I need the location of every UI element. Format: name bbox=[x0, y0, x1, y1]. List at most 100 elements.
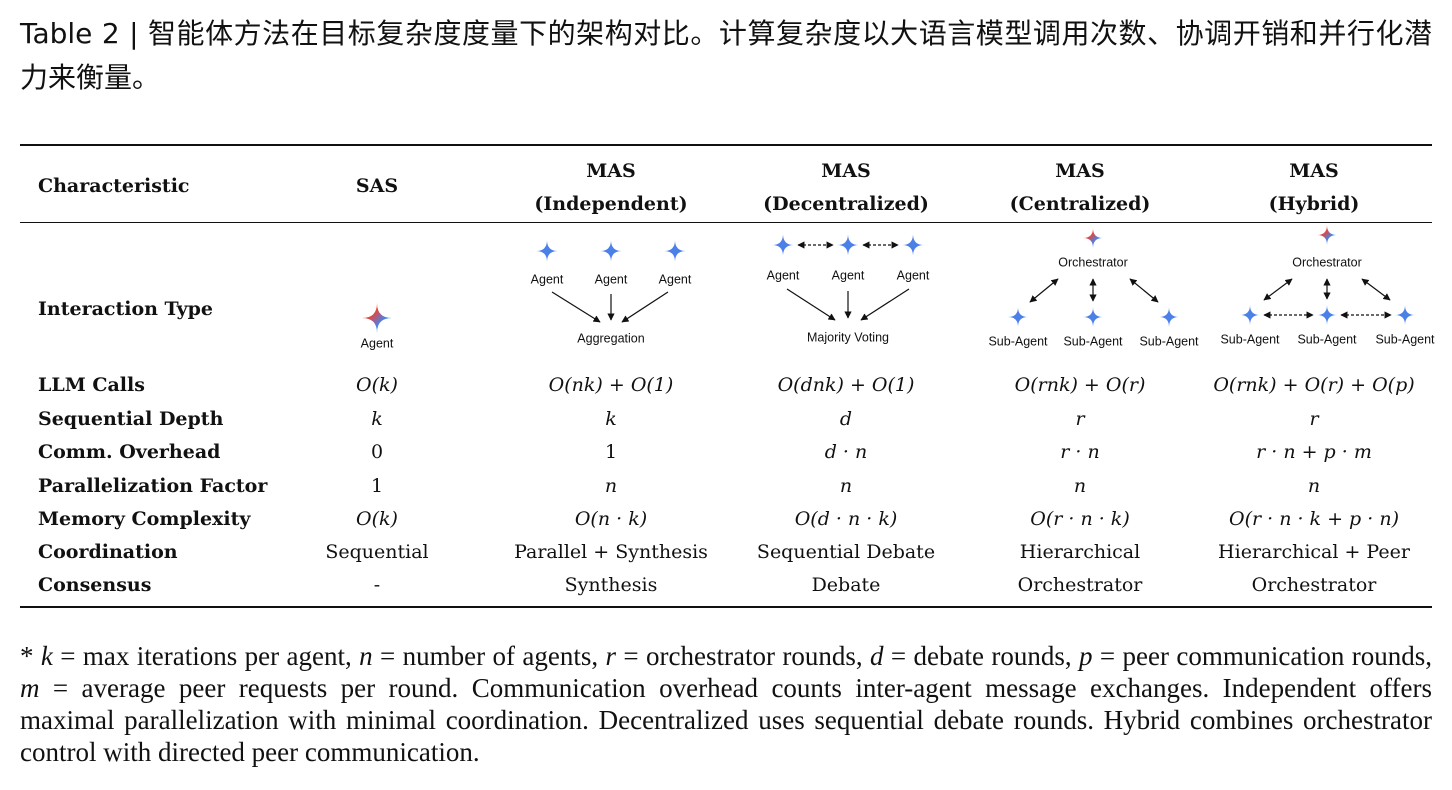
diagram-label: Agent bbox=[361, 336, 394, 350]
agent-icon bbox=[1159, 307, 1179, 327]
agent-icon bbox=[1395, 305, 1415, 325]
footnote: * k = max iterations per agent, n = numb… bbox=[20, 640, 1432, 768]
arrow bbox=[1361, 278, 1391, 301]
header-cell: MAS bbox=[821, 160, 871, 182]
arrow bbox=[621, 291, 669, 323]
table-cell: - bbox=[373, 574, 381, 596]
agent-icon bbox=[1240, 305, 1260, 325]
table-cell: O(d · n · k) bbox=[794, 508, 898, 530]
agent-icon bbox=[664, 240, 686, 262]
row-label: Memory Complexity bbox=[38, 508, 251, 530]
table-cell: d · n bbox=[824, 441, 868, 463]
table-cell: 1 bbox=[604, 441, 618, 463]
agent-icon bbox=[1317, 305, 1337, 325]
table-cell: O(rnk) + O(r) bbox=[1014, 374, 1146, 396]
row-label: Sequential Depth bbox=[38, 408, 224, 430]
footnote-text: k bbox=[40, 641, 53, 671]
arrow bbox=[860, 288, 910, 321]
diagram-label: Sub-Agent bbox=[1375, 332, 1435, 346]
arrow bbox=[1263, 278, 1293, 301]
table-cell: Parallel + Synthesis bbox=[514, 541, 708, 563]
caption: Table 2 | 智能体方法在目标复杂度度量下的架构对比。计算复杂度以大语言模… bbox=[20, 17, 1432, 94]
diagram-label: Orchestrator bbox=[1292, 255, 1361, 269]
header-cell: MAS bbox=[1289, 160, 1339, 182]
agent-icon bbox=[536, 240, 558, 262]
agent-icon bbox=[600, 240, 622, 262]
agent-icon bbox=[902, 234, 924, 256]
table-cell: Debate bbox=[811, 574, 881, 596]
footnote-text: = peer communication rounds, bbox=[1092, 641, 1432, 671]
table-cell: Hierarchical + Peer bbox=[1218, 541, 1410, 563]
agent-icon bbox=[837, 234, 859, 256]
table-cell: Hierarchical bbox=[1019, 541, 1141, 563]
diagram-label: Sub-Agent bbox=[1139, 334, 1199, 348]
table-cell: O(dnk) + O(1) bbox=[777, 374, 915, 396]
diagram-label: Sub-Agent bbox=[1297, 332, 1357, 346]
table-cell: O(k) bbox=[356, 374, 398, 396]
diagram-label: Agent bbox=[531, 272, 564, 286]
row-label: Interaction Type bbox=[38, 298, 214, 320]
table-cell: Sequential bbox=[325, 541, 429, 563]
footnote-text: n bbox=[359, 641, 373, 671]
table-cell: Orchestrator bbox=[1017, 574, 1143, 596]
table-cell: O(r · n · k + p · n) bbox=[1229, 508, 1399, 530]
diagram-label: Agent bbox=[832, 268, 865, 282]
arrow bbox=[551, 291, 601, 323]
bottom-rule bbox=[20, 606, 1432, 608]
table-cell: r bbox=[1075, 408, 1085, 430]
table-cell: n bbox=[1073, 475, 1087, 497]
table-cell: r · n + p · m bbox=[1256, 441, 1372, 463]
table-cell: n bbox=[604, 475, 618, 497]
top-rule bbox=[20, 144, 1432, 146]
header-cell: Characteristic bbox=[38, 175, 190, 197]
table-cell: O(rnk) + O(r) + O(p) bbox=[1213, 374, 1415, 396]
arrow bbox=[1029, 278, 1059, 303]
table-cell: k bbox=[371, 408, 383, 430]
footnote-text: r bbox=[605, 641, 617, 671]
diagram-label: Agent bbox=[595, 272, 628, 286]
footnote-text: m bbox=[20, 673, 40, 703]
footnote-text: p bbox=[1079, 641, 1093, 671]
footnote-text: = number of agents, bbox=[372, 641, 606, 671]
diagram-label: Agent bbox=[659, 272, 692, 286]
table-cell: O(nk) + O(1) bbox=[548, 374, 674, 396]
agent-icon bbox=[1317, 225, 1337, 245]
agent-icon bbox=[1008, 307, 1028, 327]
agent-icon bbox=[772, 234, 794, 256]
diagram-label: Majority Voting bbox=[807, 330, 889, 344]
footnote-text: = orchestrator rounds, bbox=[616, 641, 871, 671]
diagram-label: Orchestrator bbox=[1058, 255, 1127, 269]
row-label: Coordination bbox=[38, 541, 178, 563]
table-cell: d bbox=[839, 408, 853, 430]
footnote-text: * bbox=[20, 641, 41, 671]
agent-icon bbox=[1083, 307, 1103, 327]
table-cell: O(k) bbox=[356, 508, 398, 530]
diagram-label: Aggregation bbox=[577, 331, 644, 345]
arrow bbox=[1129, 278, 1159, 303]
table-cell: r bbox=[1309, 408, 1319, 430]
table-cell: Sequential Debate bbox=[756, 541, 936, 563]
table-cell: n bbox=[839, 475, 853, 497]
header-cell: (Centralized) bbox=[1009, 193, 1151, 215]
table-cell: Synthesis bbox=[564, 574, 658, 596]
table-cell: O(n · k) bbox=[574, 508, 648, 530]
row-label: Comm. Overhead bbox=[38, 441, 221, 463]
footnote-text: d bbox=[870, 641, 884, 671]
header-cell: MAS bbox=[586, 160, 636, 182]
arrow bbox=[786, 288, 836, 321]
agent-icon bbox=[362, 303, 392, 333]
footnote-text: = debate rounds, bbox=[883, 641, 1080, 671]
agent-icon bbox=[1083, 228, 1103, 248]
header-cell: (Decentralized) bbox=[763, 193, 929, 215]
row-label: LLM Calls bbox=[38, 374, 145, 396]
table-cell: n bbox=[1307, 475, 1321, 497]
diagram-label: Agent bbox=[767, 268, 800, 282]
diagram-label: Agent bbox=[897, 268, 930, 282]
table-cell: r · n bbox=[1060, 441, 1100, 463]
table-cell: 0 bbox=[370, 441, 384, 463]
table-cell: O(r · n · k) bbox=[1030, 508, 1130, 530]
row-label: Consensus bbox=[38, 574, 152, 596]
header-cell: (Independent) bbox=[534, 193, 688, 215]
